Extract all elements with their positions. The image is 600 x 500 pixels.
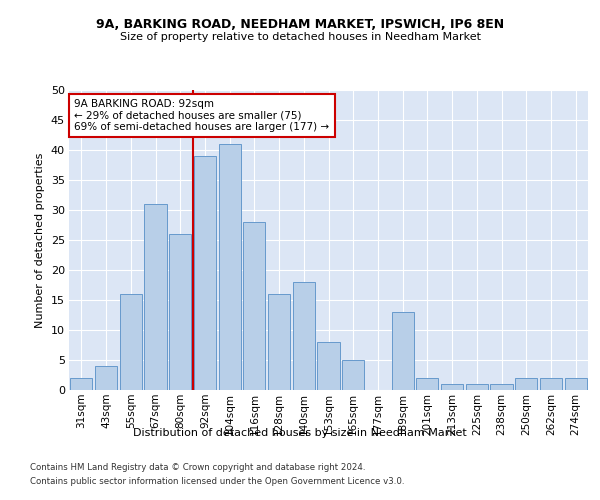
Bar	[317, 342, 340, 390]
Text: 9A BARKING ROAD: 92sqm
← 29% of detached houses are smaller (75)
69% of semi-det: 9A BARKING ROAD: 92sqm ← 29% of detached…	[74, 99, 329, 132]
Bar	[194, 156, 216, 390]
Bar	[466, 384, 488, 390]
Y-axis label: Number of detached properties: Number of detached properties	[35, 152, 45, 328]
Bar	[243, 222, 265, 390]
Bar	[70, 378, 92, 390]
Bar	[95, 366, 117, 390]
Bar	[441, 384, 463, 390]
Bar	[218, 144, 241, 390]
Bar	[392, 312, 414, 390]
Bar	[540, 378, 562, 390]
Text: Size of property relative to detached houses in Needham Market: Size of property relative to detached ho…	[119, 32, 481, 42]
Bar	[169, 234, 191, 390]
Text: 9A, BARKING ROAD, NEEDHAM MARKET, IPSWICH, IP6 8EN: 9A, BARKING ROAD, NEEDHAM MARKET, IPSWIC…	[96, 18, 504, 30]
Text: Contains public sector information licensed under the Open Government Licence v3: Contains public sector information licen…	[30, 476, 404, 486]
Text: Contains HM Land Registry data © Crown copyright and database right 2024.: Contains HM Land Registry data © Crown c…	[30, 463, 365, 472]
Bar	[119, 294, 142, 390]
Bar	[490, 384, 512, 390]
Text: Distribution of detached houses by size in Needham Market: Distribution of detached houses by size …	[133, 428, 467, 438]
Bar	[565, 378, 587, 390]
Bar	[268, 294, 290, 390]
Bar	[342, 360, 364, 390]
Bar	[293, 282, 315, 390]
Bar	[145, 204, 167, 390]
Bar	[416, 378, 439, 390]
Bar	[515, 378, 538, 390]
